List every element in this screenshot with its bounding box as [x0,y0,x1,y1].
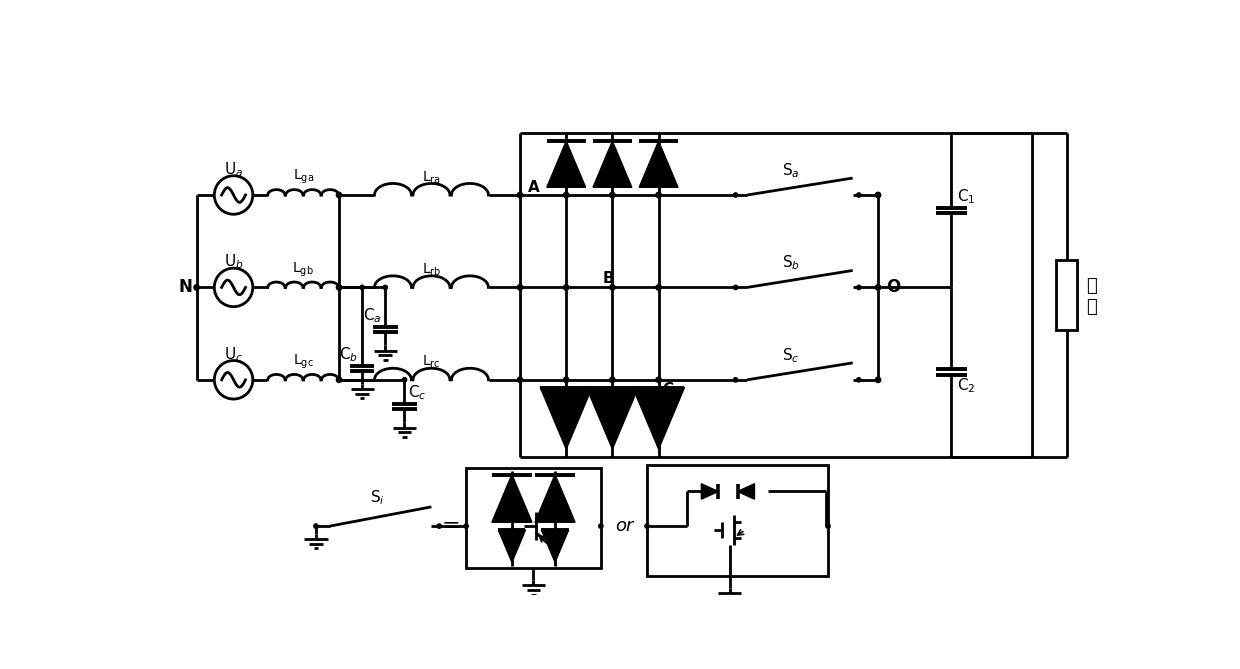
Circle shape [656,285,661,290]
Circle shape [193,285,200,290]
Polygon shape [534,474,575,522]
Circle shape [826,524,830,529]
Circle shape [402,378,407,382]
Text: C$_c$: C$_c$ [408,383,427,402]
Text: O: O [885,278,900,296]
Text: S$_{b}$: S$_{b}$ [782,254,800,272]
Circle shape [733,378,738,382]
Circle shape [517,285,523,290]
Text: N: N [179,278,192,296]
Text: L$_{\rm gc}$: L$_{\rm gc}$ [293,353,314,371]
Text: L$_{\rm rb}$: L$_{\rm rb}$ [422,262,441,278]
Circle shape [656,192,661,198]
Polygon shape [498,530,526,563]
Text: L$_{\rm gb}$: L$_{\rm gb}$ [293,260,314,279]
Circle shape [857,285,861,290]
Text: U$_{c}$: U$_{c}$ [224,345,243,364]
Text: A: A [528,180,539,195]
Circle shape [875,192,880,198]
Circle shape [610,285,615,290]
Circle shape [383,285,387,290]
Circle shape [336,285,342,290]
Polygon shape [632,387,684,449]
Text: S$_{c}$: S$_{c}$ [782,346,800,365]
Circle shape [517,377,523,383]
Circle shape [599,524,603,529]
Polygon shape [639,141,678,187]
Circle shape [360,285,365,290]
Text: or: or [615,517,634,535]
Polygon shape [492,474,532,522]
Circle shape [336,192,342,198]
Circle shape [610,192,615,198]
Text: 负: 负 [1086,277,1096,295]
Polygon shape [738,484,754,499]
Circle shape [645,524,650,529]
Text: S$_{a}$: S$_{a}$ [782,161,800,180]
Circle shape [563,377,569,383]
Circle shape [875,285,880,290]
Bar [466,468,601,569]
Text: =: = [441,516,460,536]
Text: U$_{a}$: U$_{a}$ [224,161,243,179]
Text: S$_i$: S$_i$ [371,488,384,507]
Text: C$_a$: C$_a$ [363,306,382,325]
Text: C: C [662,381,673,397]
Text: C$_1$: C$_1$ [957,187,976,206]
Circle shape [610,377,615,383]
Polygon shape [587,387,639,449]
Text: C$_b$: C$_b$ [340,345,358,364]
Circle shape [517,192,523,198]
Circle shape [563,285,569,290]
Text: U$_{b}$: U$_{b}$ [223,253,243,272]
Text: L$_{\rm ga}$: L$_{\rm ga}$ [293,168,314,187]
Circle shape [656,377,661,383]
Circle shape [857,193,861,197]
Polygon shape [547,141,585,187]
Circle shape [875,377,880,383]
Text: L$_{\rm ra}$: L$_{\rm ra}$ [422,169,441,185]
Polygon shape [702,484,718,499]
Circle shape [336,377,342,383]
Circle shape [436,524,441,529]
Text: B: B [603,271,614,286]
Text: L$_{\rm rc}$: L$_{\rm rc}$ [422,354,440,371]
Circle shape [857,378,861,382]
Circle shape [563,192,569,198]
Circle shape [314,524,319,529]
Bar [647,464,828,576]
Polygon shape [542,530,569,563]
Polygon shape [541,387,591,449]
Bar [1056,260,1078,330]
Circle shape [733,193,738,197]
Circle shape [733,285,738,290]
Text: 载: 载 [1086,298,1096,316]
Circle shape [464,524,469,529]
Text: C$_2$: C$_2$ [957,377,976,395]
Polygon shape [593,141,632,187]
